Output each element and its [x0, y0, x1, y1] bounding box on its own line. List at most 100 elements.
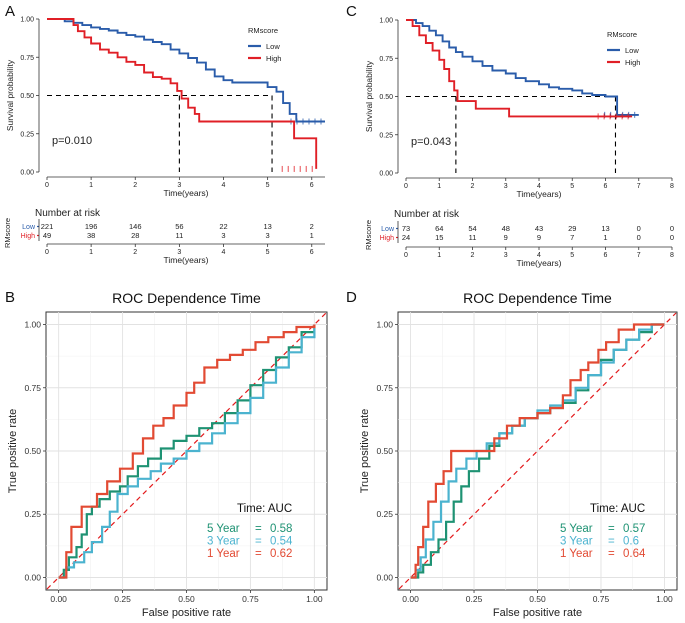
x-tick-label: 4 [537, 183, 541, 190]
auc-legend-label: 5 Year [560, 523, 593, 535]
auc-legend-equals: = [255, 523, 262, 535]
y-axis-label: Survival probability [5, 59, 15, 131]
x-tick-label: 0 [45, 182, 49, 189]
y-tick-label: 0.00 [24, 572, 41, 582]
x-tick-label: 6 [310, 182, 314, 189]
risk-count: 0 [670, 224, 674, 233]
risk-count: 7 [570, 233, 574, 242]
x-axis-label: Time(years) [163, 188, 208, 198]
risk-count: 221 [41, 222, 54, 231]
x-tick-label: 5 [570, 183, 574, 190]
risk-table-x-label: Time(years) [163, 255, 208, 265]
y-tick-label: 0.50 [24, 446, 41, 456]
x-tick-label: 0.25 [114, 594, 131, 604]
risk-count: 11 [469, 233, 477, 242]
risk-count: 1 [310, 231, 314, 240]
risk-table-tick-label: 2 [471, 252, 475, 259]
auc-legend-label: 1 Year [560, 548, 593, 560]
panel-label-D: D [346, 289, 357, 306]
auc-legend-value: 0.6 [623, 536, 639, 548]
legend-label-high: High [266, 54, 281, 63]
roc-panel-B: B ROC Dependence Time 0.00 0.00 0.25 0.25 0.50… [5, 289, 328, 619]
x-axis-label: False positive rate [142, 607, 231, 619]
x-tick-label: 1 [437, 183, 441, 190]
x-axis-label: False positive rate [493, 607, 582, 619]
y-axis-label: True positive rate [7, 409, 19, 494]
auc-legend-value: 0.57 [623, 523, 645, 535]
risk-count: 49 [43, 231, 51, 240]
risk-table-title: Number at risk [35, 208, 101, 219]
x-tick-label: 8 [670, 183, 674, 190]
y-tick-label: 0.75 [379, 56, 393, 63]
legend-label-low: Low [625, 46, 639, 55]
y-tick-label: 0.25 [24, 509, 41, 519]
risk-count: 22 [219, 222, 227, 231]
y-tick-label: 0.50 [379, 94, 393, 101]
panel-label-B: B [5, 289, 15, 306]
y-tick-label: 0.25 [20, 131, 34, 138]
auc-legend-label: 5 Year [207, 523, 240, 535]
auc-legend-equals: = [255, 548, 262, 560]
roc-curve-3-year [410, 323, 665, 579]
y-tick-label: 1.00 [379, 18, 393, 25]
y-tick-label: 0.00 [376, 572, 393, 582]
y-tick-label: 0.50 [376, 446, 393, 456]
panel-label-A: A [5, 3, 15, 20]
x-tick-label: 6 [604, 183, 608, 190]
risk-count: 11 [175, 231, 183, 240]
km-curve-high [47, 18, 318, 169]
risk-table-strata-label: RMscore [364, 220, 373, 250]
risk-count: 54 [468, 224, 476, 233]
diagonal-reference [398, 312, 677, 590]
y-tick-label: 1.00 [24, 320, 41, 330]
y-tick-label: 0.25 [376, 509, 393, 519]
risk-table-tick-label: 3 [504, 252, 508, 259]
km-curve-high [406, 19, 633, 118]
risk-table-strata-label: RMscore [3, 218, 12, 248]
risk-count: 15 [435, 233, 443, 242]
risk-table-tick-label: 7 [637, 252, 641, 259]
auc-legend-title: Time: AUC [237, 503, 292, 515]
risk-count: 24 [402, 233, 410, 242]
y-axis-label: True positive rate [359, 409, 371, 494]
legend-title: RMscore [607, 30, 637, 39]
y-axis-label: Survival probability [364, 60, 374, 132]
risk-count: 146 [129, 222, 142, 231]
risk-count: 2 [310, 222, 314, 231]
risk-count: 0 [637, 233, 641, 242]
y-tick-label: 1.00 [376, 320, 393, 330]
auc-legend-equals: = [608, 523, 615, 535]
risk-count: 38 [87, 231, 95, 240]
auc-legend-value: 0.64 [623, 548, 646, 560]
chart-title: ROC Dependence Time [112, 290, 261, 306]
km-panel-A: A0.000.250.500.751.000 1 2 3 4 5 6Time(years)S… [3, 3, 325, 265]
risk-count: 1 [603, 233, 607, 242]
y-tick-label: 0.00 [379, 171, 393, 178]
x-tick-label: 3 [504, 183, 508, 190]
x-tick-label: 0.50 [178, 594, 195, 604]
roc-curve-3-year [58, 324, 316, 579]
y-tick-label: 1.00 [20, 17, 34, 24]
risk-count: 56 [175, 222, 183, 231]
x-tick-label: 0.00 [402, 594, 419, 604]
risk-table-tick-label: 4 [222, 249, 226, 256]
y-tick-label: 0.25 [379, 132, 393, 139]
p-value: p=0.010 [52, 135, 92, 147]
risk-count: 13 [601, 224, 609, 233]
risk-row-label-low: Low [381, 226, 395, 233]
x-tick-label: 2 [471, 183, 475, 190]
risk-table-tick-label: 0 [45, 249, 49, 256]
risk-count: 9 [504, 233, 508, 242]
risk-count: 73 [402, 224, 410, 233]
risk-table-tick-label: 1 [89, 249, 93, 256]
auc-legend-equals: = [608, 536, 615, 548]
km-curve-low [47, 18, 325, 123]
x-tick-label: 2 [133, 182, 137, 189]
risk-count: 0 [670, 233, 674, 242]
km-panel-C: C 0.00 0.25 0.50 0.75 1.00 0 1 2 3 4 5 6 7 8 Time(years… [346, 3, 674, 268]
risk-table-tick-label: 5 [570, 252, 574, 259]
risk-count: 196 [85, 222, 98, 231]
risk-count: 9 [537, 233, 541, 242]
x-tick-label: 1 [89, 182, 93, 189]
